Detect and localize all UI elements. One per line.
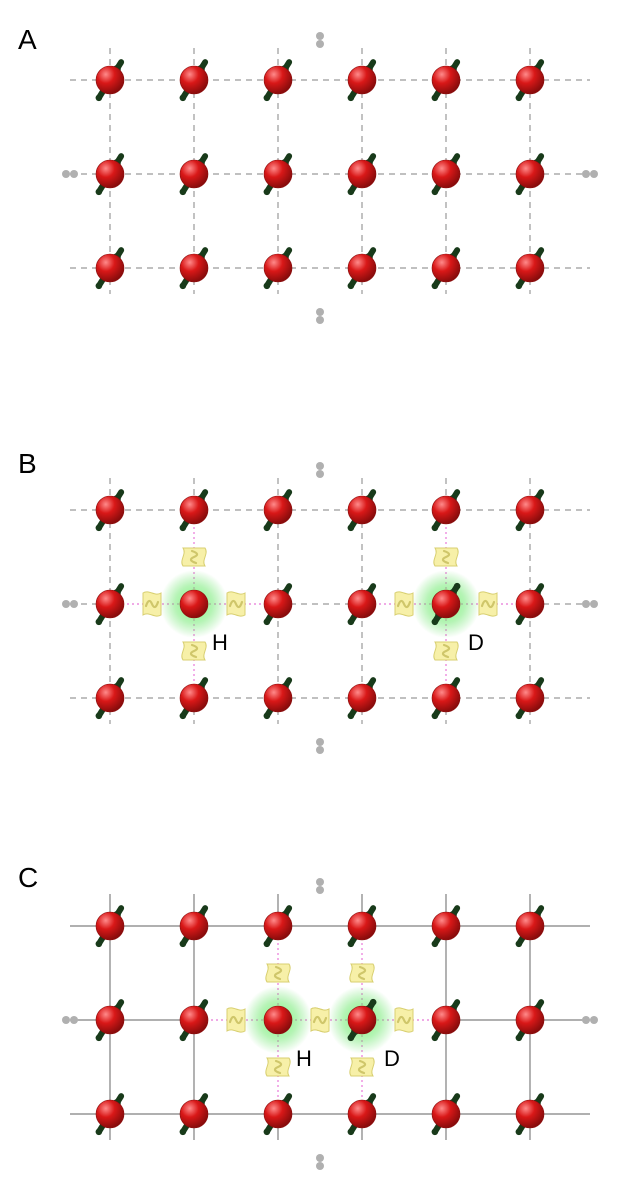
panel-label-C: C: [18, 862, 38, 894]
doublon-label: D: [468, 630, 484, 656]
holon-label: H: [296, 1046, 312, 1072]
lattice-panel-A: [60, 30, 600, 310]
lattice-panel-C: HD: [60, 876, 600, 1156]
panel-label-B: B: [18, 448, 37, 480]
panel-label-A: A: [18, 24, 37, 56]
lattice-panel-B: HD: [60, 460, 600, 740]
holon-label: H: [212, 630, 228, 656]
spin-lattice-figure: ABHDCHD: [0, 0, 640, 1195]
doublon-label: D: [384, 1046, 400, 1072]
